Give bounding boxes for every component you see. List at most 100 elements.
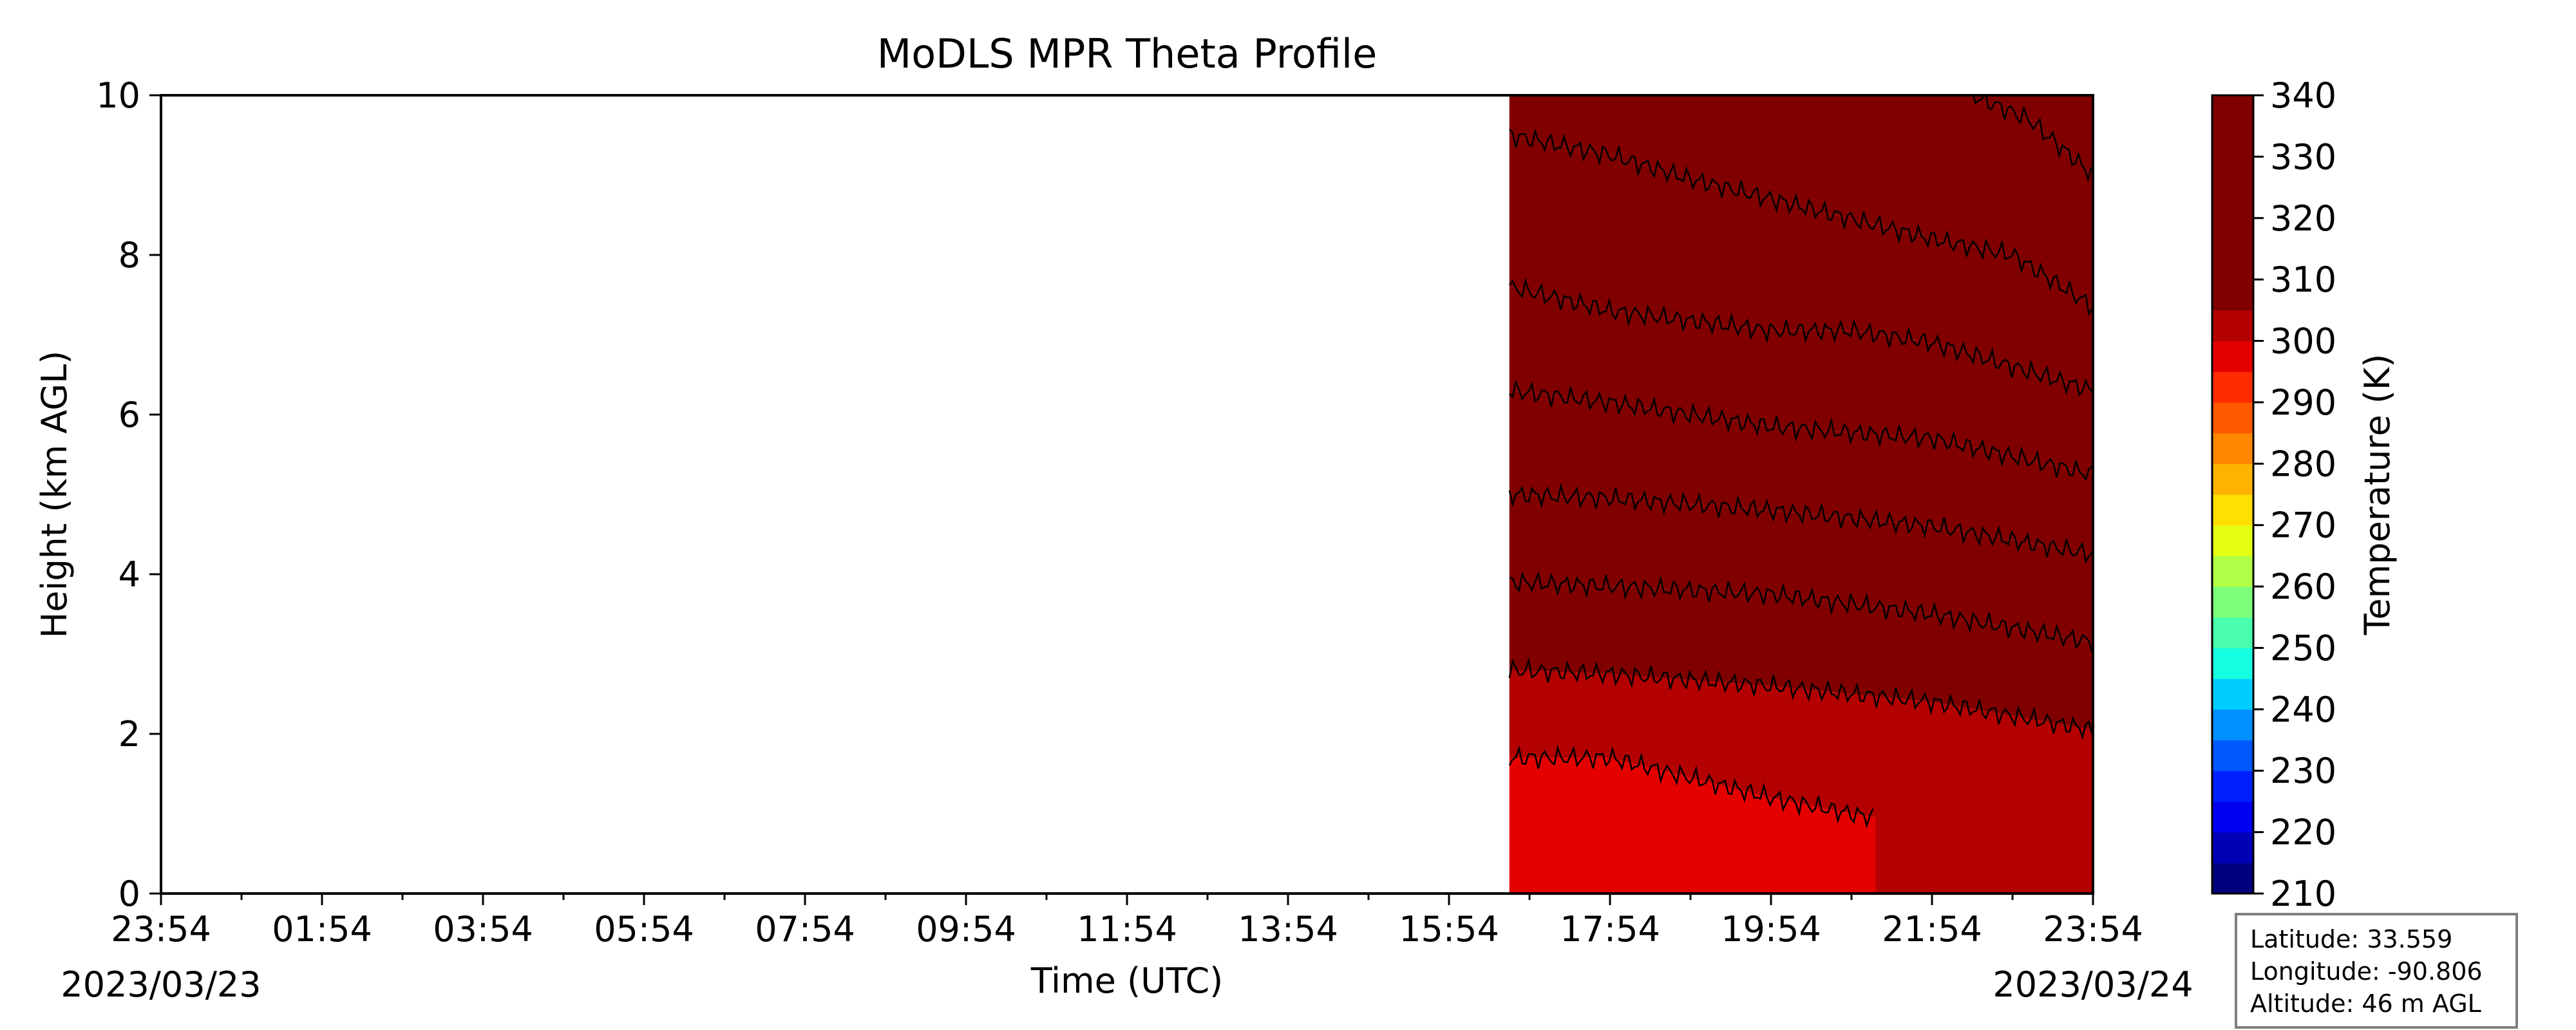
heatmap-cell <box>2077 639 2081 727</box>
heatmap-cell <box>1710 184 1716 324</box>
heatmap-cell <box>1803 330 1808 429</box>
heatmap-cell <box>1759 509 1764 594</box>
heatmap-cell <box>1895 610 1900 699</box>
heatmap-cell <box>1618 760 1623 894</box>
heatmap-cell <box>1578 95 1582 149</box>
heatmap-cell <box>1868 816 1872 894</box>
colorbar-tick-label: 230 <box>2270 751 2336 791</box>
heatmap-cell <box>1557 145 1562 299</box>
heatmap-cell <box>1875 225 1880 335</box>
heatmap-cell <box>1976 449 1981 535</box>
heatmap-cell <box>1727 325 1732 420</box>
heatmap-cell <box>1960 445 1965 532</box>
heatmap-cell <box>1868 606 1872 696</box>
heatmap-cell <box>1686 777 1691 894</box>
heatmap-cell <box>2024 718 2029 894</box>
heatmap-cell <box>1916 700 1920 894</box>
heatmap-cell <box>1815 330 1820 430</box>
heatmap-cell <box>1759 196 1764 330</box>
heatmap-cell <box>1674 679 1679 774</box>
heatmap-cell <box>1739 508 1743 593</box>
heatmap-cell <box>1747 193 1752 328</box>
heatmap-cell <box>1750 793 1756 894</box>
heatmap-cell <box>1879 521 1884 608</box>
heatmap-cell <box>1594 498 1598 586</box>
heatmap-cell <box>1710 506 1716 592</box>
heatmap-cell <box>2061 287 2065 382</box>
heatmap-cell <box>1911 437 1917 525</box>
heatmap-cell <box>1875 521 1880 608</box>
heatmap-cell <box>1924 525 1929 613</box>
heatmap-cell <box>2072 470 2078 552</box>
heatmap-cell <box>1972 533 1977 622</box>
heatmap-cell <box>1779 687 1784 800</box>
heatmap-cell <box>1884 608 1888 698</box>
heatmap-cell <box>2077 297 2081 387</box>
heatmap-cell <box>1734 421 1739 508</box>
heatmap-cell <box>1509 391 1514 495</box>
heatmap-cell <box>1718 785 1723 894</box>
heatmap-cell <box>1533 393 1539 496</box>
heatmap-cell <box>2000 454 2005 539</box>
heatmap-cell <box>2040 545 2045 633</box>
heatmap-cell <box>2077 95 2081 164</box>
heatmap-cell <box>1795 597 1800 689</box>
heatmap-cell <box>1759 425 1764 510</box>
heatmap-cell <box>1852 814 1856 894</box>
heatmap-cell <box>2085 473 2090 554</box>
heatmap-cell <box>1707 681 1711 783</box>
heatmap-cell <box>1795 330 1800 429</box>
heatmap-cell <box>1582 95 1587 150</box>
heatmap-cell <box>1626 762 1631 894</box>
heatmap-cell <box>1638 164 1643 315</box>
heatmap-cell <box>1509 135 1514 288</box>
heatmap-cell <box>1678 95 1683 176</box>
heatmap-cell <box>1630 500 1635 588</box>
heatmap-cell <box>1614 311 1619 404</box>
heatmap-cell <box>1586 758 1591 894</box>
heatmap-cell <box>1569 301 1575 398</box>
heatmap-cell <box>1787 95 1792 204</box>
heatmap-cell <box>1803 804 1808 894</box>
colorbar-tick-label: 310 <box>2270 259 2336 300</box>
heatmap-cell <box>1980 99 1985 249</box>
y-tick-label: 4 <box>118 554 140 595</box>
heatmap-cell <box>2029 267 2033 372</box>
heatmap-cell <box>2004 715 2009 894</box>
heatmap-cell <box>1698 780 1703 894</box>
heatmap-cell <box>1670 173 1675 319</box>
heatmap-cell <box>1924 342 1929 438</box>
heatmap-cell <box>1815 807 1820 894</box>
heatmap-cell <box>1634 500 1639 588</box>
heatmap-cell <box>2045 95 2049 135</box>
heatmap-cell <box>1513 494 1518 583</box>
heatmap-cell <box>1734 789 1739 894</box>
heatmap-cell <box>1630 675 1635 763</box>
heatmap-cell <box>1891 522 1897 610</box>
heatmap-cell <box>1602 95 1607 154</box>
heatmap-cell <box>2065 725 2070 894</box>
heatmap-cell <box>1932 343 1937 439</box>
heatmap-cell <box>1642 407 1647 501</box>
heatmap-cell <box>1533 95 1539 141</box>
heatmap-cell <box>1795 428 1800 513</box>
heatmap-cell <box>2040 633 2045 722</box>
heatmap-cell <box>1956 95 1961 245</box>
heatmap-cell <box>1678 679 1683 776</box>
heatmap-cell <box>1622 312 1627 405</box>
heatmap-cell <box>2016 458 2022 541</box>
heatmap-cell <box>1843 603 1848 694</box>
heatmap-cell <box>1811 690 1816 807</box>
heatmap-cell <box>1839 811 1844 894</box>
colorbar-swatch <box>2212 494 2253 526</box>
heatmap-cell <box>1530 758 1534 894</box>
heatmap-cell <box>1594 152 1598 308</box>
heatmap-cell <box>1723 187 1727 325</box>
heatmap-cell <box>1727 95 1732 189</box>
heatmap-cell <box>2000 538 2005 626</box>
x-tick-label: 17:54 <box>1560 909 1660 950</box>
heatmap-cell <box>1566 397 1571 497</box>
heatmap-cell <box>1839 603 1844 693</box>
heatmap-cell <box>1779 800 1784 894</box>
heatmap-cell <box>1775 95 1780 201</box>
